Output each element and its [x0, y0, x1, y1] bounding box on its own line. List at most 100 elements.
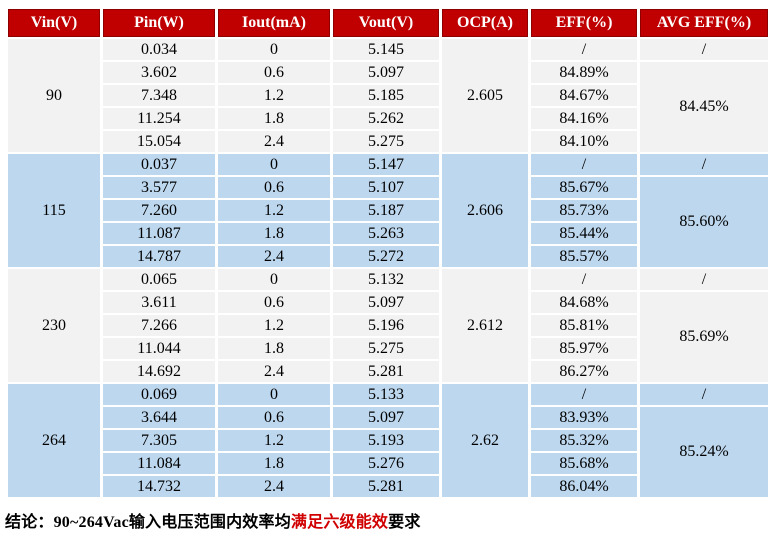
eff-cell: 84.68% [531, 292, 637, 313]
eff-cell: 83.93% [531, 407, 637, 428]
pin-cell: 7.260 [103, 200, 215, 221]
pin-cell: 11.254 [103, 108, 215, 129]
avg-eff-cell: 85.60% [640, 177, 768, 267]
table-row: 7.348 1.2 5.185 84.67% [8, 85, 768, 106]
eff-cell: 84.10% [531, 131, 637, 152]
column-header-avg-eff: AVG EFF(%) [640, 9, 768, 37]
ocp-cell: 2.605 [442, 39, 528, 152]
eff-cell: 86.04% [531, 476, 637, 497]
pin-cell: 0.065 [103, 269, 215, 290]
table-row: 11.044 1.8 5.275 85.97% [8, 338, 768, 359]
conclusion-text: 结论：90~264Vac输入电压范围内效率均满足六级能效要求 [5, 508, 421, 532]
table-row: 90 0.034 0 5.145 2.605// [8, 39, 768, 152]
table-row: 14.692 2.4 5.281 86.27% [8, 361, 768, 382]
iout-cell: 2.4 [218, 361, 330, 382]
column-header-pin: Pin(W) [103, 9, 215, 37]
column-header-vout: Vout(V) [333, 9, 439, 37]
column-header-eff: EFF(%) [531, 9, 637, 37]
pin-cell: 7.348 [103, 85, 215, 106]
pin-cell: 14.732 [103, 476, 215, 497]
eff-cell: / [531, 269, 637, 290]
eff-cell: / [531, 384, 637, 405]
vout-cell: 5.272 [333, 246, 439, 267]
eff-cell: / [531, 39, 637, 60]
avg-eff-slash-cell: / [640, 154, 768, 175]
conclusion-highlight: 满足六级能效 [290, 514, 389, 531]
vout-cell: 5.193 [333, 430, 439, 451]
vout-cell: 5.097 [333, 407, 439, 428]
iout-cell: 0 [218, 269, 330, 290]
efficiency-test-table: Vin(V) Pin(W) Iout(mA) Vout(V) OCP(A) EF… [5, 7, 771, 499]
table-row: 11.087 1.8 5.263 85.44% [8, 223, 768, 244]
pin-cell: 0.069 [103, 384, 215, 405]
table-row: 115 0.037 0 5.147 2.606// [8, 154, 768, 267]
avg-eff-slash-cell: / [640, 39, 768, 60]
vin-cell: 90 [8, 39, 100, 152]
column-header-vin: Vin(V) [8, 9, 100, 37]
table-row: 14.732 2.4 5.281 86.04% [8, 476, 768, 497]
vout-cell: 5.097 [333, 292, 439, 313]
table-row: 3.611 0.6 5.097 84.68% 85.69% [8, 292, 768, 382]
pin-cell: 3.611 [103, 292, 215, 313]
table-row: 7.305 1.2 5.193 85.32% [8, 430, 768, 451]
table-row: 3.577 0.6 5.107 85.67% 85.60% [8, 177, 768, 267]
vout-cell: 5.145 [333, 39, 439, 60]
pin-cell: 3.602 [103, 62, 215, 83]
column-header-iout: Iout(mA) [218, 9, 330, 37]
eff-cell: 85.67% [531, 177, 637, 198]
vout-cell: 5.281 [333, 476, 439, 497]
pin-cell: 3.644 [103, 407, 215, 428]
table-row: 15.054 2.4 5.275 84.10% [8, 131, 768, 152]
avg-eff-slash-cell: / [640, 384, 768, 405]
table-row: 230 0.065 0 5.132 2.612// [8, 269, 768, 382]
iout-cell: 1.8 [218, 223, 330, 244]
pin-cell: 15.054 [103, 131, 215, 152]
vout-cell: 5.281 [333, 361, 439, 382]
vin-cell: 230 [8, 269, 100, 382]
eff-cell: 84.67% [531, 85, 637, 106]
vout-cell: 5.275 [333, 131, 439, 152]
table-row: 264 0.069 0 5.133 2.62// [8, 384, 768, 497]
iout-cell: 0.6 [218, 407, 330, 428]
vout-cell: 5.196 [333, 315, 439, 336]
eff-cell: 85.73% [531, 200, 637, 221]
table-body: 90 0.034 0 5.145 2.605//3.602 0.6 5.097 84.89% 8… [8, 39, 768, 497]
iout-cell: 0 [218, 39, 330, 60]
table-row: 11.254 1.8 5.262 84.16% [8, 108, 768, 129]
vout-cell: 5.276 [333, 453, 439, 474]
vout-cell: 5.263 [333, 223, 439, 244]
pin-cell: 14.787 [103, 246, 215, 267]
iout-cell: 1.8 [218, 338, 330, 359]
table-row: 7.266 1.2 5.196 85.81% [8, 315, 768, 336]
iout-cell: 1.2 [218, 85, 330, 106]
eff-cell: 85.32% [531, 430, 637, 451]
iout-cell: 0.6 [218, 62, 330, 83]
vin-cell: 115 [8, 154, 100, 267]
pin-cell: 3.577 [103, 177, 215, 198]
table-header: Vin(V) Pin(W) Iout(mA) Vout(V) OCP(A) EF… [8, 9, 768, 37]
eff-cell: 85.97% [531, 338, 637, 359]
avg-eff-cell: 84.45% [640, 62, 768, 152]
eff-cell: 84.89% [531, 62, 637, 83]
pin-cell: 11.044 [103, 338, 215, 359]
avg-eff-cell: 85.69% [640, 292, 768, 382]
vin-cell: 264 [8, 384, 100, 497]
pin-cell: 0.037 [103, 154, 215, 175]
eff-cell: 85.68% [531, 453, 637, 474]
iout-cell: 1.2 [218, 430, 330, 451]
vout-cell: 5.133 [333, 384, 439, 405]
iout-cell: 0 [218, 384, 330, 405]
vout-cell: 5.187 [333, 200, 439, 221]
pin-cell: 14.692 [103, 361, 215, 382]
table-row: 11.084 1.8 5.276 85.68% [8, 453, 768, 474]
conclusion-prefix: 结论：90~264Vac输入电压范围内效率均 [5, 514, 291, 531]
pin-cell: 7.266 [103, 315, 215, 336]
vout-cell: 5.275 [333, 338, 439, 359]
pin-cell: 11.084 [103, 453, 215, 474]
table-row: 3.602 0.6 5.097 84.89% 84.45% [8, 62, 768, 152]
pin-cell: 7.305 [103, 430, 215, 451]
ocp-cell: 2.612 [442, 269, 528, 382]
eff-cell: 84.16% [531, 108, 637, 129]
avg-eff-cell: 85.24% [640, 407, 768, 497]
eff-cell: 86.27% [531, 361, 637, 382]
